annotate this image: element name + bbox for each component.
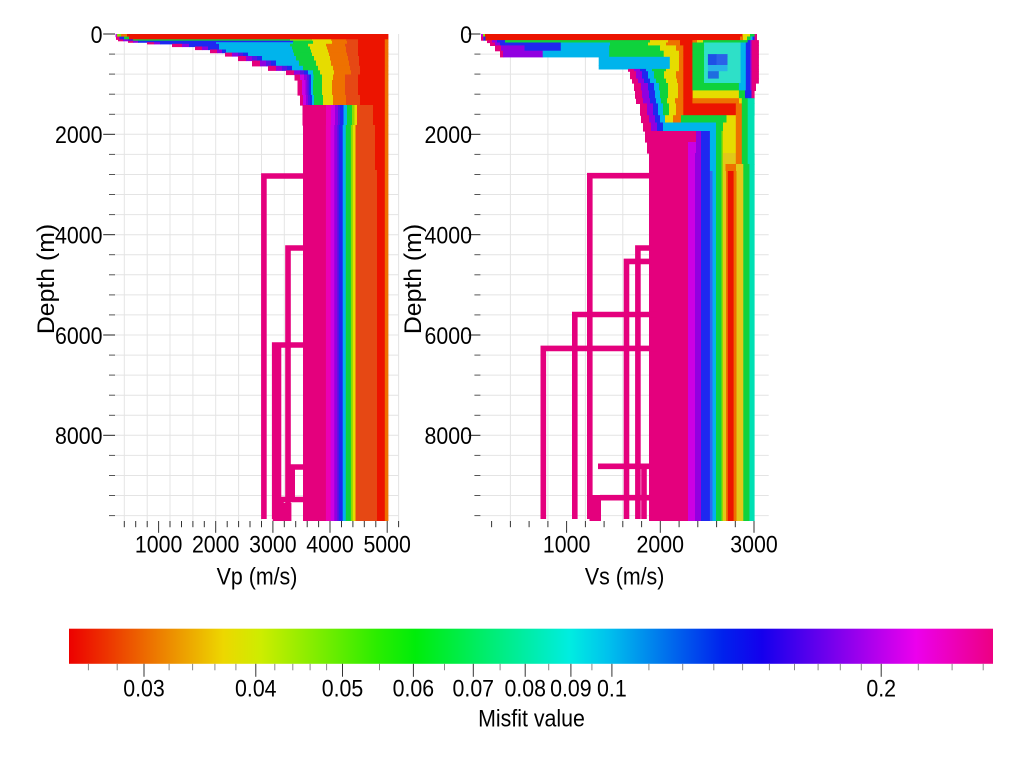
svg-text:Vs (m/s): Vs (m/s) — [585, 564, 665, 591]
svg-text:1000: 1000 — [135, 532, 183, 559]
svg-text:8000: 8000 — [55, 423, 103, 450]
svg-text:Depth (m): Depth (m) — [400, 224, 427, 334]
svg-text:4000: 4000 — [55, 223, 103, 250]
svg-text:0.2: 0.2 — [866, 676, 896, 703]
svg-text:0.1: 0.1 — [597, 676, 627, 703]
svg-text:4000: 4000 — [306, 532, 354, 559]
svg-text:0.04: 0.04 — [235, 676, 277, 703]
svg-text:Depth (m): Depth (m) — [33, 224, 60, 334]
svg-text:3000: 3000 — [249, 532, 297, 559]
svg-text:5000: 5000 — [363, 532, 411, 559]
svg-text:0.08: 0.08 — [504, 676, 546, 703]
svg-text:0.05: 0.05 — [322, 676, 364, 703]
svg-text:0.07: 0.07 — [453, 676, 495, 703]
svg-text:0.06: 0.06 — [393, 676, 435, 703]
svg-text:2000: 2000 — [55, 122, 103, 149]
svg-text:8000: 8000 — [425, 423, 473, 450]
svg-text:6000: 6000 — [55, 323, 103, 350]
svg-text:Vp (m/s): Vp (m/s) — [217, 564, 298, 591]
svg-text:2000: 2000 — [425, 122, 473, 149]
svg-text:Misfit value: Misfit value — [478, 705, 585, 732]
svg-text:6000: 6000 — [425, 323, 473, 350]
svg-text:1000: 1000 — [543, 532, 591, 559]
svg-text:0.09: 0.09 — [550, 676, 592, 703]
svg-text:3000: 3000 — [730, 532, 778, 559]
svg-text:4000: 4000 — [425, 223, 473, 250]
svg-text:2000: 2000 — [192, 532, 240, 559]
svg-text:0: 0 — [91, 22, 103, 49]
svg-text:0.03: 0.03 — [123, 676, 165, 703]
svg-text:2000: 2000 — [637, 532, 685, 559]
svg-text:0: 0 — [460, 22, 472, 49]
